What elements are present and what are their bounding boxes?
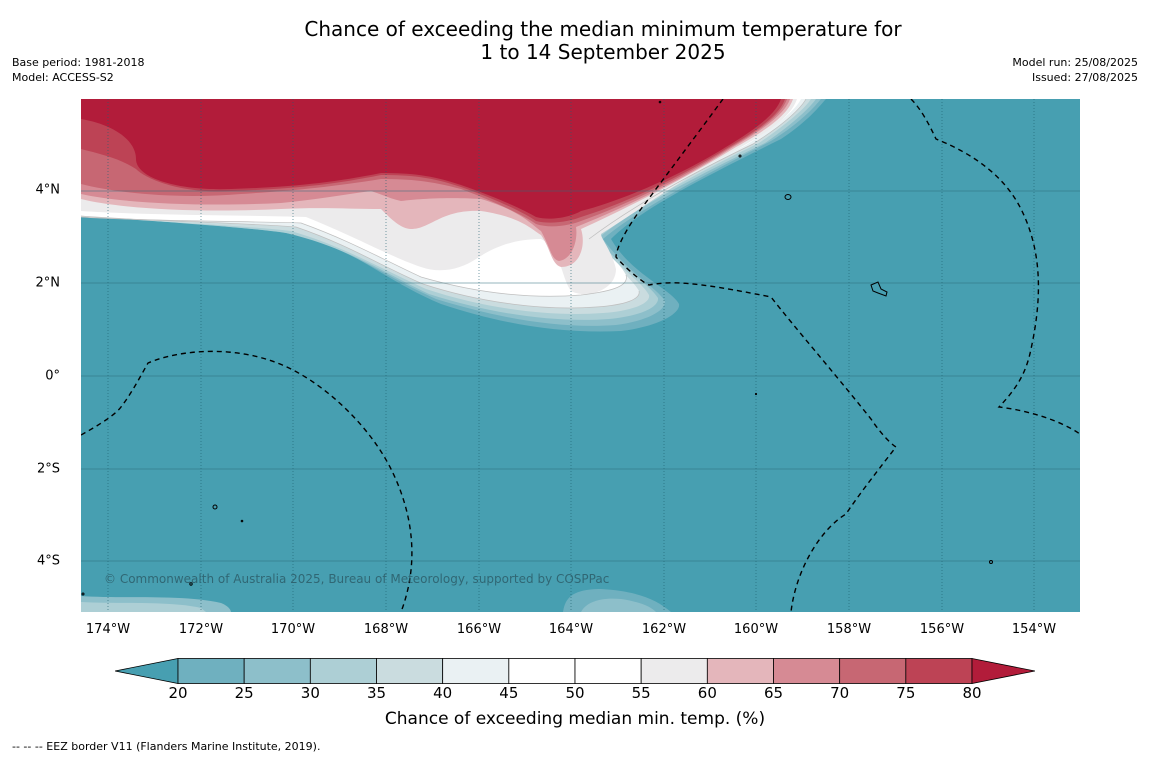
colorbar-cell xyxy=(574,658,642,684)
contour-80 xyxy=(81,99,781,219)
colorbar-cell xyxy=(905,658,973,684)
contour-lines xyxy=(81,99,807,309)
colorbar-tick-label: 80 xyxy=(962,684,982,702)
colorbar-tick-label: 25 xyxy=(234,684,254,702)
lon-label-168w: 168°W xyxy=(363,622,409,637)
eez-border-kiribati-east xyxy=(910,99,1080,435)
colorbar-tick-label: 60 xyxy=(697,684,717,702)
islands xyxy=(81,100,993,596)
lat-label-2n: 2°N xyxy=(35,275,61,291)
model-run: Model run: 25/08/2025 xyxy=(1012,56,1138,69)
colorbar-cell xyxy=(773,658,841,684)
lon-label-164w: 164°W xyxy=(548,622,594,637)
colorbar-cell xyxy=(706,658,774,684)
meta-left: Base period: 1981-2018 Model: ACCESS-S2 xyxy=(12,55,144,85)
lon-label-174w: 174°W xyxy=(85,622,131,637)
lon-label-170w: 170°W xyxy=(270,622,316,637)
lon-label-166w: 166°W xyxy=(456,622,502,637)
island-i xyxy=(81,592,85,596)
colorbar-cell xyxy=(376,658,444,684)
island-g xyxy=(658,100,662,104)
island-d xyxy=(754,392,758,396)
lon-label-154w: 154°W xyxy=(1011,622,1057,637)
colorbar-cell xyxy=(309,658,377,684)
colorbar-tick-label: 35 xyxy=(366,684,387,702)
colorbar-cell xyxy=(640,658,708,684)
probability-contours xyxy=(81,99,826,612)
colorbar-cell xyxy=(839,658,907,684)
map-svg xyxy=(81,99,1080,612)
lat-label-2s: 2°S xyxy=(36,461,60,477)
lat-label-4s: 4°S xyxy=(36,553,60,569)
colorbar-tick-label: 30 xyxy=(300,684,320,702)
colorbar-tick-label: 20 xyxy=(168,684,188,702)
base-period: Base period: 1981-2018 xyxy=(12,56,145,69)
colorbar-cells xyxy=(115,658,1035,684)
map-panel xyxy=(81,99,1080,612)
chart-title: Chance of exceeding the median minimum t… xyxy=(0,18,1150,64)
island-a xyxy=(784,194,792,200)
island-c xyxy=(240,519,244,523)
colorbar-title: Chance of exceeding median min. temp. (%… xyxy=(384,709,766,729)
eez-border-kiribati-west xyxy=(615,99,898,612)
lon-label-160w: 160°W xyxy=(733,622,779,637)
island-f xyxy=(738,154,742,158)
colorbar-extend-low xyxy=(115,658,179,684)
contour-bottom-center-inner xyxy=(581,598,656,612)
island-b xyxy=(212,504,218,510)
island-e xyxy=(989,560,993,564)
colorbar-extend-high xyxy=(971,658,1035,684)
colorbar-tick-label: 55 xyxy=(631,684,651,702)
colorbar-tick-label: 70 xyxy=(830,684,850,702)
colorbar-cell xyxy=(243,658,311,684)
title-line-2: 1 to 14 September 2025 xyxy=(480,40,726,64)
colorbar-tick-label: 50 xyxy=(565,684,585,702)
island-kiritimati xyxy=(870,281,888,297)
colorbar-cell xyxy=(508,658,576,684)
lon-label-172w: 172°W xyxy=(178,622,224,637)
colorbar-tick-label: 40 xyxy=(433,684,453,702)
lon-label-156w: 156°W xyxy=(919,622,965,637)
eez-border-tokelau xyxy=(81,350,413,612)
island-h xyxy=(189,582,193,586)
colorbar xyxy=(115,658,1035,684)
eez-footnote: -- -- -- EEZ border V11 (Flanders Marine… xyxy=(12,740,321,753)
colorbar-tick-label: 75 xyxy=(896,684,916,702)
copyright-notice: © Commonwealth of Australia 2025, Bureau… xyxy=(104,572,610,586)
issued-date: Issued: 27/08/2025 xyxy=(1031,71,1138,84)
colorbar-cell xyxy=(442,658,510,684)
colorbar-tick-label: 45 xyxy=(499,684,519,702)
colorbar-tick-label: 65 xyxy=(763,684,784,702)
meta-right: Model run: 25/08/2025 Issued: 27/08/2025 xyxy=(1012,55,1138,85)
lat-label-0: 0° xyxy=(45,368,60,384)
lon-label-158w: 158°W xyxy=(826,622,872,637)
model-name: Model: ACCESS-S2 xyxy=(12,71,114,84)
colorbar-cell xyxy=(177,658,245,684)
title-line-1: Chance of exceeding the median minimum t… xyxy=(304,17,902,41)
lon-label-162w: 162°W xyxy=(641,622,687,637)
contour-bottom-left-inner xyxy=(81,602,206,612)
lat-label-4n: 4°N xyxy=(35,182,61,198)
eez-borders xyxy=(81,99,1080,612)
graticule-lat xyxy=(81,190,1080,562)
